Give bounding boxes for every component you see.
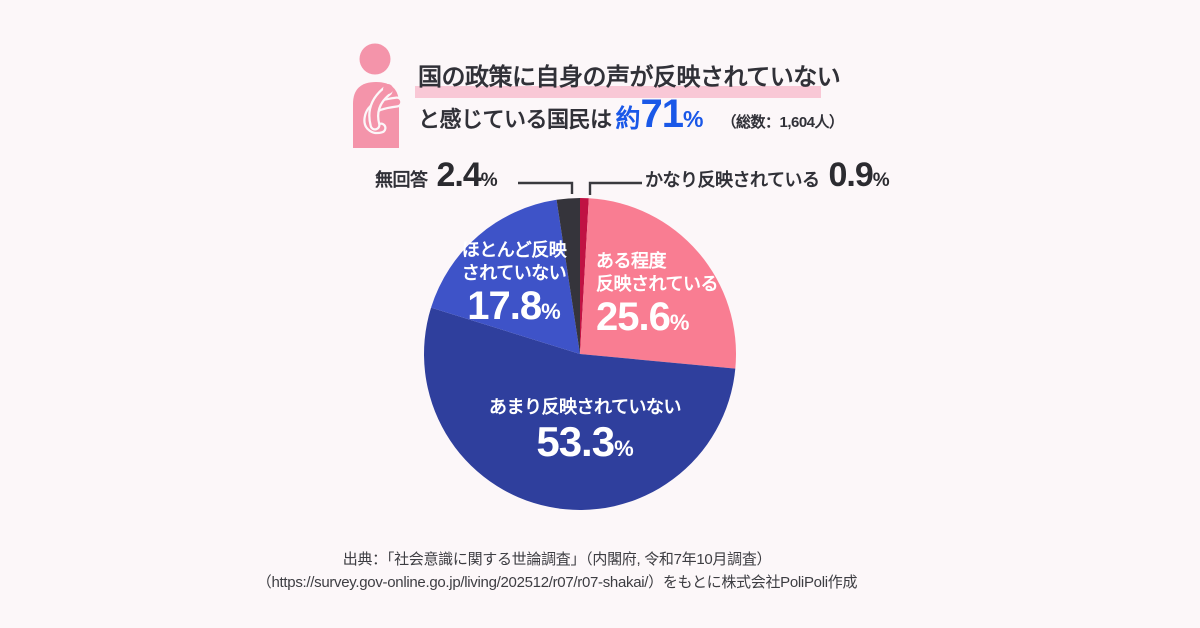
source-line1: 出典：「社会意識に関する世論調査」（内閣府, 令和7年10月調査）: [342, 551, 772, 568]
headline-approx: 約: [615, 105, 641, 133]
slice-label-hotondo: ほとんど反映 されていない 17.8%: [434, 239, 594, 328]
pie-slice-0: [580, 198, 589, 354]
connector-right-line: [588, 181, 642, 195]
amari-percent-sign: %: [614, 435, 634, 461]
pie-slice-2: [424, 307, 736, 510]
no-answer-label: 無回答: [375, 170, 428, 190]
amari-line1: あまり反映されていない: [489, 397, 681, 417]
pie-slice-4: [556, 198, 580, 354]
hotondo-line2: されていない: [461, 262, 567, 283]
headline-number: 71: [640, 92, 684, 136]
amari-value: 53.3: [536, 417, 615, 465]
kanari-value: 0.9: [828, 156, 873, 194]
page-title-line1: 国の政策に自身の声が反映されていない: [418, 64, 841, 91]
headline-percent-sign: %: [683, 106, 704, 132]
connector-left-line: [518, 181, 574, 194]
page-title-line2: と感じている国民は 約 71 % （総数：1,604人）: [418, 92, 844, 137]
source-attribution: 出典：「社会意識に関する世論調査」（内閣府, 令和7年10月調査） （https…: [0, 548, 1114, 595]
kanari-percent-sign: %: [872, 170, 890, 191]
pie-slice-1: [580, 198, 736, 369]
hotondo-value: 17.8: [467, 284, 542, 328]
hotondo-line1: ほとんど反映: [461, 240, 567, 260]
callout-kanari: かなり反映されている 0.9 %: [645, 156, 890, 195]
title-text: と感じている国民は: [418, 107, 612, 132]
no-answer-percent-sign: %: [480, 170, 498, 191]
kanari-label: かなり反映されている: [645, 170, 820, 190]
sample-size-note: （総数：1,604人）: [721, 114, 844, 131]
no-answer-value: 2.4: [436, 156, 482, 194]
title-highlight-bar: [415, 86, 821, 98]
callout-no-answer: 無回答 2.4 %: [375, 156, 498, 195]
aruteido-line1: ある程度: [596, 251, 666, 271]
aruteido-value: 25.6: [596, 295, 671, 339]
aruteido-percent-sign: %: [669, 310, 690, 335]
slice-label-amari: あまり反映されていない 53.3%: [465, 396, 705, 465]
hotondo-percent-sign: %: [541, 299, 561, 324]
thinking-person-icon: [353, 43, 403, 148]
slice-label-aruteido: ある程度 反映されている 25.6%: [596, 250, 718, 339]
aruteido-line2: 反映されている: [596, 273, 718, 294]
pie-slice-3: [431, 199, 580, 354]
source-line2: （https://survey.gov-online.go.jp/living/…: [256, 574, 858, 592]
pie-chart: [424, 198, 736, 510]
